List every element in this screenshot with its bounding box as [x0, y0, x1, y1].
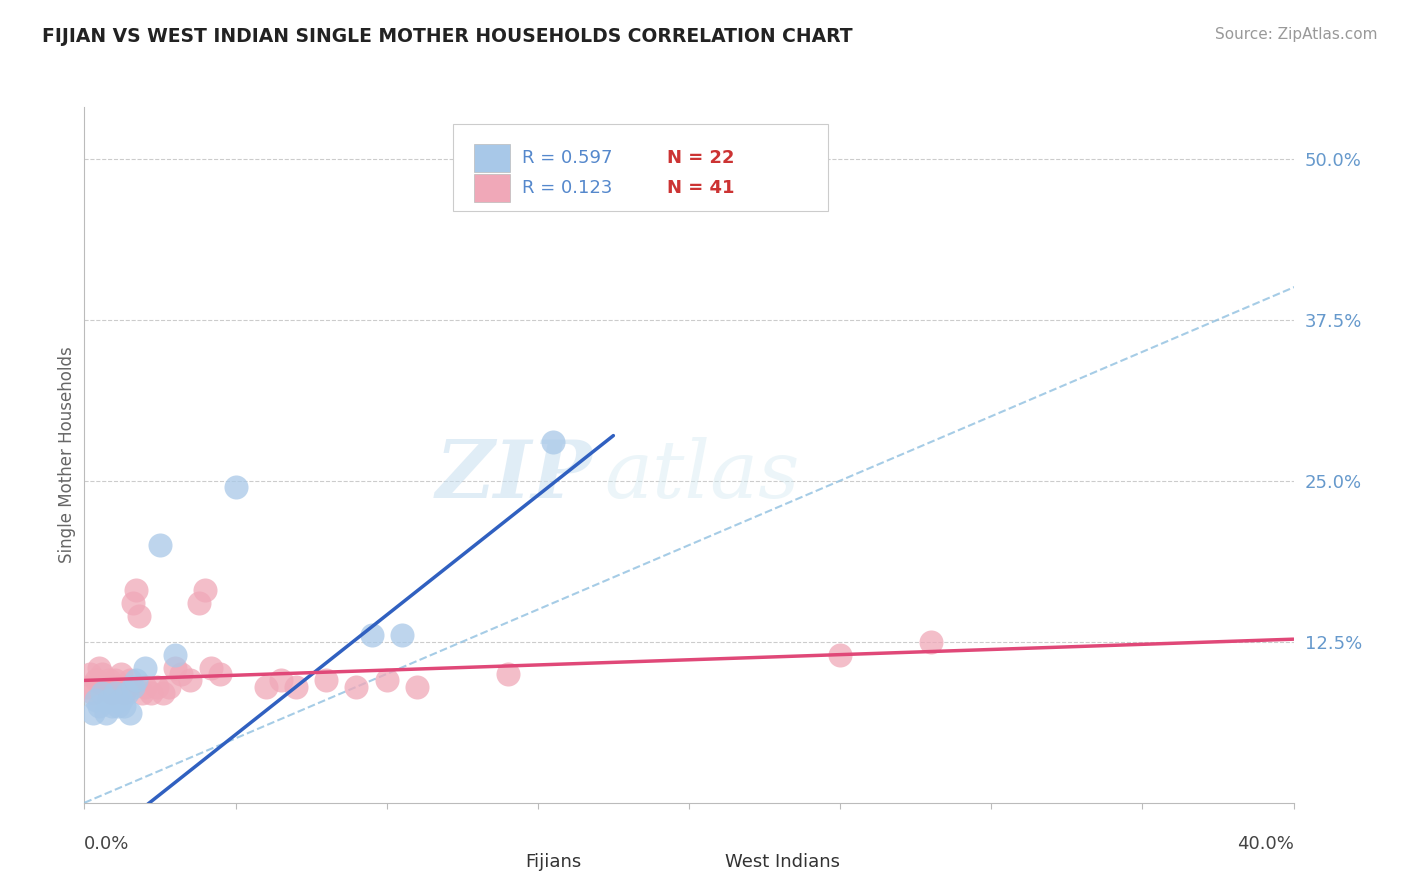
Point — [134, 680, 156, 694]
FancyBboxPatch shape — [665, 854, 716, 874]
Point — [391, 628, 413, 642]
FancyBboxPatch shape — [474, 145, 510, 172]
Point — [82, 686, 104, 700]
Point — [121, 596, 143, 610]
Point — [86, 673, 108, 688]
Text: R = 0.597: R = 0.597 — [522, 149, 613, 168]
Text: 40.0%: 40.0% — [1237, 835, 1294, 853]
Point — [496, 667, 519, 681]
Point — [79, 667, 101, 681]
Text: atlas: atlas — [605, 437, 800, 515]
Point — [125, 583, 148, 598]
Point — [86, 692, 108, 706]
Text: N = 41: N = 41 — [668, 179, 735, 197]
FancyBboxPatch shape — [453, 124, 828, 211]
Point — [170, 667, 193, 681]
Point — [91, 686, 114, 700]
Point — [920, 634, 942, 648]
Point — [94, 680, 117, 694]
Point — [270, 673, 292, 688]
Text: Fijians: Fijians — [526, 853, 582, 871]
Point — [194, 583, 217, 598]
Point — [179, 673, 201, 688]
Text: Source: ZipAtlas.com: Source: ZipAtlas.com — [1215, 27, 1378, 42]
Point — [149, 538, 172, 552]
FancyBboxPatch shape — [465, 854, 516, 874]
Point — [254, 680, 277, 694]
Point — [375, 673, 398, 688]
Point — [360, 628, 382, 642]
Point — [104, 686, 127, 700]
Point — [97, 692, 120, 706]
Point — [830, 648, 852, 662]
Point — [200, 660, 222, 674]
Point — [89, 699, 111, 714]
Point — [91, 667, 114, 681]
Point — [100, 686, 122, 700]
Point — [112, 699, 135, 714]
Point — [118, 673, 141, 688]
Point — [110, 667, 132, 681]
Point — [107, 699, 129, 714]
Point — [139, 686, 162, 700]
Y-axis label: Single Mother Households: Single Mother Households — [58, 347, 76, 563]
Point — [163, 648, 186, 662]
Point — [209, 667, 232, 681]
Point — [315, 673, 337, 688]
Point — [163, 660, 186, 674]
Point — [128, 609, 150, 624]
Point — [541, 435, 564, 450]
Point — [115, 680, 138, 694]
Point — [406, 680, 429, 694]
Point — [76, 680, 98, 694]
Point — [131, 686, 153, 700]
Point — [284, 680, 308, 694]
Text: R = 0.123: R = 0.123 — [522, 179, 613, 197]
Text: FIJIAN VS WEST INDIAN SINGLE MOTHER HOUSEHOLDS CORRELATION CHART: FIJIAN VS WEST INDIAN SINGLE MOTHER HOUS… — [42, 27, 853, 45]
Point — [121, 680, 143, 694]
Point — [157, 680, 180, 694]
Point — [346, 680, 368, 694]
Point — [152, 686, 174, 700]
Point — [112, 686, 135, 700]
Text: N = 22: N = 22 — [668, 149, 735, 168]
Point — [118, 706, 141, 720]
Point — [146, 680, 169, 694]
Point — [82, 706, 104, 720]
Point — [115, 686, 138, 700]
Point — [125, 673, 148, 688]
Point — [107, 680, 129, 694]
Point — [188, 596, 211, 610]
Text: West Indians: West Indians — [725, 853, 841, 871]
Point — [134, 660, 156, 674]
Text: 0.0%: 0.0% — [84, 835, 129, 853]
Point — [225, 480, 247, 494]
FancyBboxPatch shape — [474, 174, 510, 202]
Point — [110, 692, 132, 706]
Point — [104, 673, 127, 688]
Point — [97, 673, 120, 688]
Point — [89, 660, 111, 674]
Point — [94, 706, 117, 720]
Point — [100, 699, 122, 714]
Text: ZIP: ZIP — [436, 437, 592, 515]
